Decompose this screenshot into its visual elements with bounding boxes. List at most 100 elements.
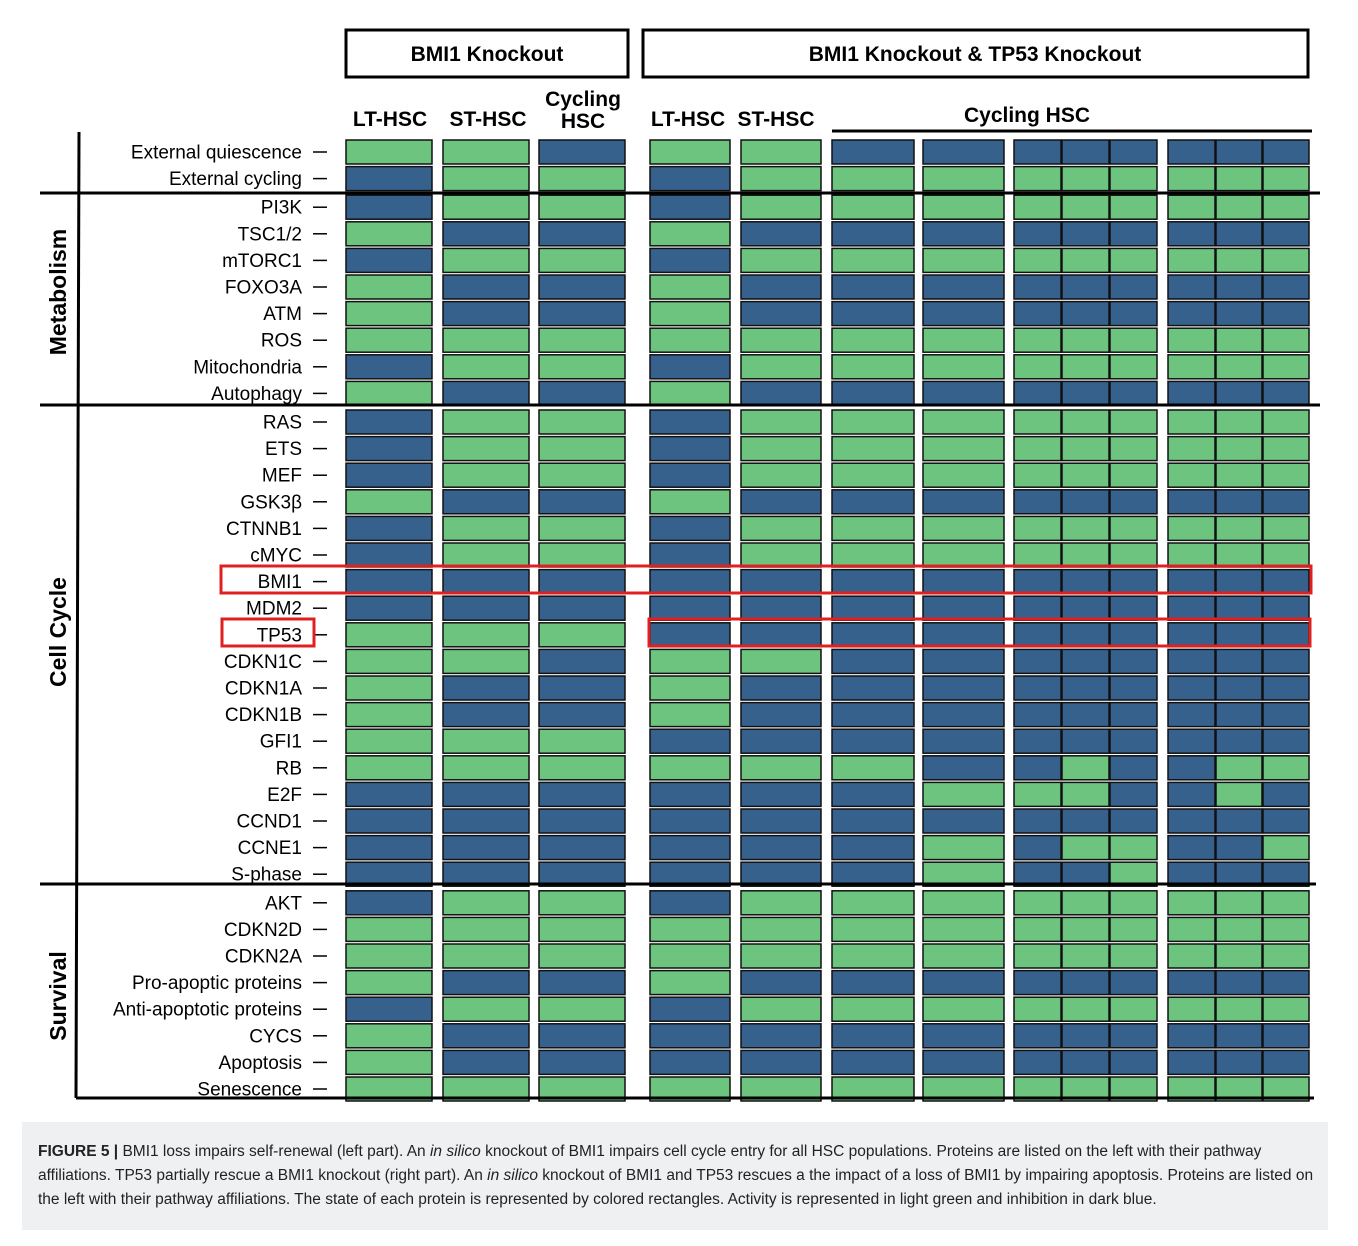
heatmap-cell <box>1167 354 1216 380</box>
heatmap-cell <box>1013 781 1062 808</box>
heatmap-cell <box>1109 1049 1158 1076</box>
section-cell-cycle: Cell Cycle <box>45 577 71 687</box>
heatmap-cell <box>1109 221 1158 247</box>
heatmap-cell <box>1013 755 1062 781</box>
heatmap-cell <box>345 462 433 488</box>
heatmap-cell <box>1061 808 1110 834</box>
row-label: Mitochondria <box>193 357 302 378</box>
heatmap-cell <box>1013 675 1062 701</box>
heatmap-cell <box>1109 675 1158 701</box>
highlight-bmi1-row <box>219 564 1313 595</box>
heatmap-cell <box>1215 221 1263 247</box>
heatmap-cell <box>1167 861 1216 887</box>
heatmap-cell <box>740 1049 822 1076</box>
heatmap-cell <box>538 675 626 701</box>
heatmap-cell <box>1167 221 1216 247</box>
heatmap-cell <box>1215 515 1263 542</box>
row-label: CYCS <box>249 1026 302 1047</box>
heatmap-cell <box>538 1049 626 1076</box>
heatmap-cell <box>442 969 530 996</box>
heatmap-cell <box>1061 728 1110 754</box>
heatmap-cell <box>538 622 626 648</box>
row-label: S-phase <box>231 865 302 886</box>
heatmap-cell <box>1061 380 1110 407</box>
heatmap-cell <box>1167 542 1216 568</box>
heatmap-cell <box>1262 515 1310 542</box>
heatmap-cell <box>1167 1023 1216 1049</box>
heatmap-cell <box>1109 327 1158 353</box>
heatmap-cell <box>345 435 433 462</box>
heatmap-cell <box>1061 969 1110 996</box>
heatmap-cell <box>442 542 530 568</box>
heatmap-cell <box>922 435 1005 462</box>
heatmap-cell <box>1061 542 1110 568</box>
heatmap-cell <box>1061 834 1110 861</box>
heatmap-cell <box>922 1049 1005 1076</box>
heatmap-cell <box>922 462 1005 488</box>
heatmap-cell <box>1061 861 1110 887</box>
heatmap-cell <box>922 300 1005 327</box>
caption-part3: knockout of BMI1 and TP53 rescues a the … <box>38 1167 1314 1208</box>
heatmap-cell <box>922 675 1005 701</box>
heatmap-cell <box>1262 595 1310 621</box>
heatmap-cell <box>1061 435 1110 462</box>
row-label: CDKN2A <box>225 947 302 968</box>
row-label: Anti-apoptotic proteins <box>113 1000 302 1021</box>
heatmap-cell <box>1109 542 1158 568</box>
heatmap-cell <box>442 728 530 754</box>
heatmap-cell <box>1262 1023 1310 1049</box>
row-label: ROS <box>261 331 302 352</box>
heatmap-cell <box>442 462 530 488</box>
heatmap-cell <box>1013 221 1062 247</box>
left-axis <box>74 131 81 1099</box>
heatmap-cell <box>1215 1049 1263 1076</box>
heatmap-cell <box>649 781 731 808</box>
heatmap-cell <box>1215 969 1263 996</box>
heatmap-cell <box>345 300 433 327</box>
heatmap-cell <box>1109 595 1158 621</box>
row-label: CTNNB1 <box>226 519 302 540</box>
heatmap-cell <box>649 1023 731 1049</box>
heatmap-cell <box>1262 755 1310 781</box>
heatmap-cell <box>831 354 915 380</box>
row-label: TSC1/2 <box>238 224 302 245</box>
heatmap-cell <box>1215 834 1263 861</box>
heatmap-cell <box>538 327 626 353</box>
heatmap-cell <box>1167 701 1216 728</box>
heatmap-cell <box>1061 943 1110 969</box>
heatmap-cell <box>1061 409 1110 435</box>
heatmap-cell <box>831 165 915 192</box>
heatmap-cell <box>922 247 1005 274</box>
heatmap-cell <box>442 996 530 1022</box>
heatmap-cell <box>442 701 530 728</box>
heatmap-cell <box>1167 568 1216 595</box>
heatmap-cell <box>538 595 626 621</box>
col-header-cycling-line1: Cycling <box>545 88 621 111</box>
heatmap-cell <box>1215 996 1263 1022</box>
heatmap-cell <box>831 221 915 247</box>
heatmap-cell <box>1262 139 1310 165</box>
heatmap-cell <box>1215 568 1263 595</box>
heatmap-cell <box>442 515 530 542</box>
heatmap-cell <box>1109 274 1158 300</box>
heatmap-cell <box>1109 1023 1158 1049</box>
heatmap-cell <box>538 247 626 274</box>
heatmap-cell <box>1262 943 1310 969</box>
heatmap-cell <box>649 648 731 675</box>
heatmap-cell <box>740 221 822 247</box>
heatmap-cell <box>740 139 822 165</box>
row-label: BMI1 <box>258 572 302 593</box>
heatmap-cell <box>922 701 1005 728</box>
heatmap-cell <box>1215 755 1263 781</box>
heatmap-cell <box>922 834 1005 861</box>
col-header-cycling-group: Cycling HSC <box>964 104 1090 127</box>
heatmap-cell <box>922 890 1005 916</box>
heatmap-cell <box>831 247 915 274</box>
heatmap-cell <box>1262 916 1310 943</box>
heatmap-cell <box>740 675 822 701</box>
caption-em2: in silico <box>487 1167 538 1184</box>
heatmap-cell <box>649 354 731 380</box>
heatmap-cell <box>922 781 1005 808</box>
heatmap-cell <box>1167 489 1216 515</box>
row-label: CDKN1B <box>225 705 302 726</box>
